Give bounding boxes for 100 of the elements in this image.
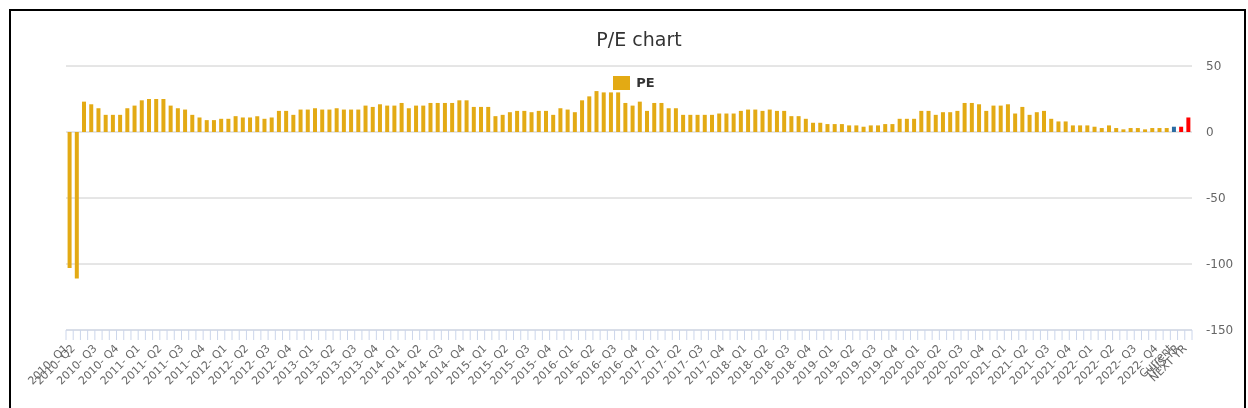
bar — [536, 110, 541, 132]
bar — [74, 132, 79, 279]
bar — [919, 110, 924, 132]
bar — [442, 102, 447, 132]
bar — [962, 102, 967, 132]
bar — [67, 132, 72, 268]
bar — [717, 113, 722, 132]
bar — [1164, 128, 1169, 132]
bar — [558, 108, 563, 132]
bar — [645, 110, 650, 132]
bar — [616, 92, 621, 132]
bar — [789, 116, 794, 132]
bar — [746, 109, 751, 132]
bar — [1063, 121, 1068, 132]
bar — [226, 118, 231, 132]
bar — [334, 108, 339, 132]
bar — [493, 116, 498, 132]
bar — [1150, 128, 1155, 132]
bar — [486, 106, 491, 132]
bar — [940, 112, 945, 132]
bar — [1005, 104, 1010, 132]
bar — [240, 117, 245, 132]
bar — [341, 109, 346, 132]
bar — [1121, 129, 1126, 132]
bar — [709, 114, 714, 132]
bar — [414, 105, 419, 132]
bar — [883, 124, 888, 132]
bar — [623, 102, 628, 132]
bar — [897, 118, 902, 132]
bar — [637, 101, 642, 132]
bar — [1056, 121, 1061, 132]
bar — [1078, 125, 1083, 132]
bar — [1157, 128, 1162, 132]
bar — [998, 105, 1003, 132]
bar — [255, 116, 260, 132]
bar — [767, 109, 772, 132]
y-tick-label: -150 — [1206, 323, 1234, 338]
bar — [298, 109, 303, 132]
bar — [269, 117, 274, 132]
bar — [890, 124, 895, 132]
bar — [580, 100, 585, 132]
bar — [587, 96, 592, 132]
bar — [782, 110, 787, 132]
bar — [450, 102, 455, 132]
bar — [876, 125, 880, 132]
bar — [832, 124, 837, 132]
bar — [161, 99, 166, 132]
bar — [479, 106, 484, 132]
bar — [572, 112, 577, 132]
bar — [594, 91, 599, 132]
bar — [168, 105, 173, 132]
bar — [774, 110, 779, 132]
bar — [1042, 110, 1047, 132]
bar — [471, 106, 476, 132]
bar — [659, 102, 664, 132]
bar — [1179, 126, 1184, 132]
y-tick-label: -100 — [1206, 257, 1234, 272]
bar — [363, 105, 368, 132]
bar — [515, 110, 520, 132]
bar — [110, 114, 115, 132]
bar — [811, 122, 816, 132]
bar — [399, 102, 404, 132]
bar — [139, 100, 144, 132]
bar — [955, 110, 960, 132]
bar — [551, 114, 556, 132]
bar — [529, 112, 534, 132]
bar — [904, 118, 909, 132]
bar — [839, 124, 844, 132]
bar — [190, 114, 195, 132]
bar — [421, 105, 426, 132]
bar — [406, 108, 411, 132]
bar — [753, 109, 758, 132]
bar — [681, 114, 686, 132]
bar — [457, 100, 462, 132]
bar — [1186, 117, 1191, 132]
bar — [327, 109, 332, 132]
bar — [233, 116, 238, 132]
bar — [601, 92, 606, 132]
bar — [284, 110, 289, 132]
bar — [702, 114, 707, 132]
bar — [666, 108, 671, 132]
bar — [948, 112, 953, 132]
bar — [262, 118, 267, 132]
legend-label: PE — [636, 75, 655, 90]
bar — [146, 99, 151, 132]
bar — [738, 110, 743, 132]
bar — [969, 102, 974, 132]
bar — [847, 125, 852, 132]
bar — [377, 104, 382, 132]
bar — [1085, 125, 1090, 132]
bar — [305, 109, 310, 132]
bar — [608, 92, 613, 132]
bar — [673, 108, 678, 132]
bar — [1092, 126, 1097, 132]
bar — [89, 104, 94, 132]
bar — [248, 117, 253, 132]
bar — [796, 116, 801, 132]
bar — [1070, 125, 1075, 132]
bar — [183, 109, 188, 132]
bar — [933, 114, 938, 132]
